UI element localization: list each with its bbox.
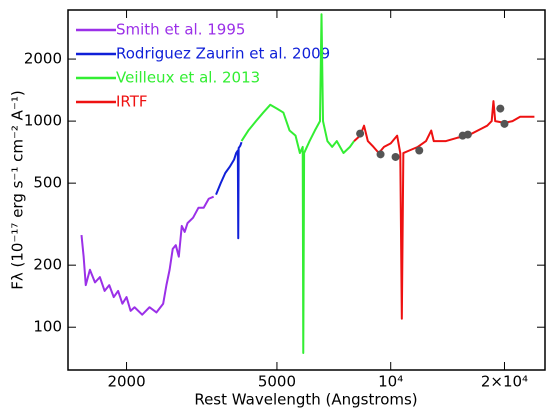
x-axis-label: Rest Wavelength (Angstroms)	[194, 391, 417, 409]
photometry-point	[415, 146, 424, 155]
photometry-point	[391, 152, 400, 161]
y-tick-label: 100	[33, 318, 62, 336]
legend-label: Smith et al. 1995	[116, 21, 245, 39]
legend-label: Veilleux et al. 2013	[116, 69, 260, 87]
y-tick-label: 200	[33, 256, 62, 274]
spectrum-line	[240, 13, 355, 354]
photometry-point	[500, 119, 509, 128]
y-tick-label: 1000	[24, 112, 62, 130]
spectrum-line	[353, 100, 535, 320]
y-axis-label: Fλ (10⁻¹⁷ erg s⁻¹ cm⁻² A⁻¹)	[9, 90, 27, 289]
x-tick-label: 5000	[258, 373, 296, 391]
x-tick-label: 10⁴	[378, 373, 403, 391]
legend-label: IRTF	[116, 93, 148, 111]
photometry-point	[463, 130, 472, 139]
plot-frame	[67, 9, 546, 371]
x-tick-label: 2×10⁴	[481, 373, 528, 391]
x-tick-label: 2000	[107, 373, 145, 391]
photometry-point	[376, 150, 385, 159]
legend-label: Rodriguez Zaurin et al. 2009	[116, 45, 330, 63]
spectrum-line	[80, 195, 215, 316]
photometry-point	[356, 129, 365, 138]
y-tick-label: 2000	[24, 50, 62, 68]
photometry-point	[496, 104, 505, 113]
spectrum-line	[215, 141, 243, 240]
y-tick-label: 500	[33, 174, 62, 192]
